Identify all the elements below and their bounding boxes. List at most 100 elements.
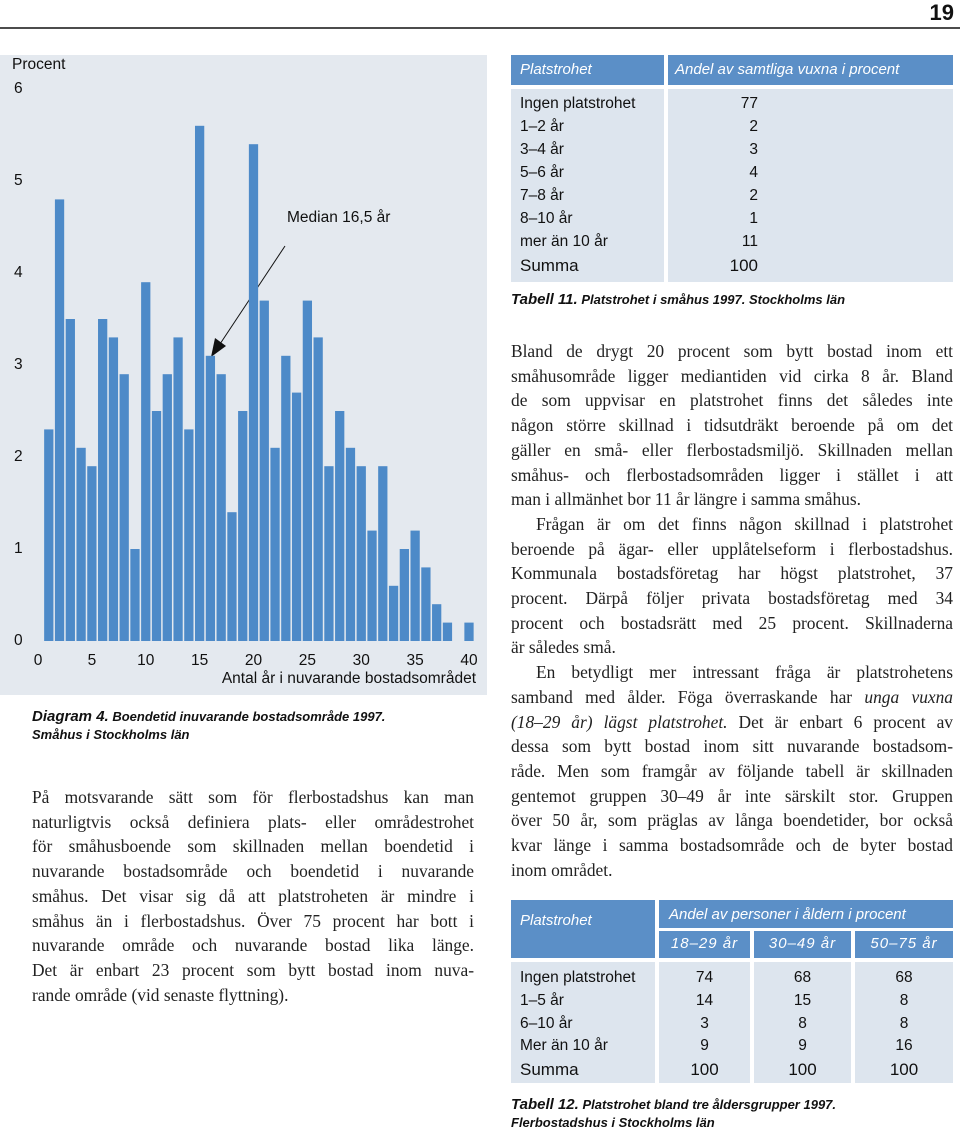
- text-span: beroende på ägar- eller upplåtelseform i…: [511, 538, 953, 559]
- text-span: procent och bostadsrätt med 25 procent. …: [511, 612, 953, 633]
- caption-line: Flerbostadshus i Stockholms län: [511, 1114, 836, 1132]
- row-value: 8: [899, 991, 909, 1009]
- row-value: 9: [700, 1037, 709, 1055]
- text-span: är således små.: [511, 637, 616, 658]
- text-line: råde. Men som framgår av följande tabell…: [511, 759, 953, 784]
- bar: [291, 392, 302, 641]
- row-value: 100: [788, 1060, 817, 1080]
- bar: [119, 374, 129, 641]
- row-label: mer än 10 år: [520, 233, 608, 250]
- bar: [324, 466, 334, 641]
- text-column: Bland de drygt 20 procent som bytt bosta…: [511, 339, 953, 882]
- body-cell: [511, 89, 664, 282]
- y-tick-label: 6: [14, 80, 23, 97]
- row-value: 15: [793, 991, 812, 1009]
- bar: [388, 585, 399, 641]
- text-span: råde. Men som framgår av följande tabell…: [511, 760, 953, 781]
- caption-text: Boendetid inuvarande bostadsområde 1997.: [112, 709, 386, 724]
- page-number: 19: [929, 0, 954, 25]
- caption-line: Diagram 4. Boendetid inuvarande bostadso…: [32, 708, 385, 726]
- caption-label: Diagram 4.: [32, 708, 109, 725]
- x-tick-label: 15: [191, 652, 208, 669]
- row-label: Summa: [520, 1060, 579, 1080]
- bar: [98, 319, 108, 641]
- bar: [442, 622, 453, 641]
- bar: [173, 337, 183, 641]
- row-value: 100: [729, 256, 758, 275]
- bar: [335, 411, 345, 641]
- row-label: 8–10 år: [520, 210, 573, 227]
- bar: [162, 374, 172, 641]
- y-tick-label: 3: [14, 356, 23, 373]
- text-line: gäller en små- eller flerbostadsmiljö. S…: [511, 438, 953, 463]
- text-column: På motsvarande sätt som för flerbostadsh…: [32, 785, 474, 1007]
- text-span: nuvarande bostadsområde och boendetid i …: [32, 861, 474, 882]
- text-span: småhus än i flerbostadshus. Över 75 proc…: [32, 910, 474, 931]
- row-value: 2: [749, 118, 758, 135]
- text-span: för småhusboende som skillnaden mellan b…: [32, 836, 474, 857]
- row-value: 68: [895, 969, 913, 986]
- y-tick-label: 4: [14, 264, 23, 281]
- text-line: inom området.: [511, 858, 953, 883]
- row-label: 6–10 år: [520, 1014, 573, 1032]
- text-line: Bland de drygt 20 procent som bytt bosta…: [511, 339, 953, 364]
- text-line: småhus- och flerbostadsområden ligger i …: [511, 463, 953, 488]
- y-tick-label: 5: [14, 172, 23, 189]
- bar: [356, 466, 366, 641]
- text-line: Frågan är om det finns någon skillnad i …: [511, 512, 953, 537]
- bar: [464, 622, 474, 641]
- row-value: 100: [889, 1060, 919, 1080]
- bar: [65, 319, 75, 641]
- bar: [367, 530, 377, 641]
- x-tick-label: 10: [137, 652, 155, 669]
- row-label: 7–8 år: [520, 187, 564, 204]
- caption: Diagram 4. Boendetid inuvarande bostadso…: [32, 708, 385, 744]
- row-label: Summa: [520, 256, 579, 275]
- text-line: samband med ålder. Föga överraskande har…: [511, 685, 953, 710]
- text-span: Frågan är om det finns någon skillnad i …: [536, 513, 953, 534]
- header-text: Andel av personer i åldern i procent: [669, 906, 906, 923]
- text-line: för småhusboende som skillnaden mellan b…: [32, 834, 474, 859]
- bar: [378, 466, 388, 641]
- bar: [44, 429, 54, 641]
- text-line: över 50 år, som präglas av långa boendet…: [511, 808, 953, 833]
- header-cell: [754, 931, 851, 958]
- bar: [259, 300, 269, 641]
- bar: [184, 429, 194, 641]
- text-span: någon större skillnad i tidsutdräkt bero…: [511, 415, 953, 436]
- bar: [151, 411, 162, 641]
- text-line: småhus än i flerbostadshus. Över 75 proc…: [32, 909, 474, 934]
- header-cell: [511, 900, 655, 958]
- bar: [432, 604, 442, 641]
- caption: Tabell 11. Platstrohet i småhus 1997. St…: [511, 291, 845, 309]
- header-cell: [659, 900, 953, 928]
- bar: [248, 144, 259, 641]
- arrow-head: [211, 338, 226, 357]
- x-tick-label: 0: [34, 652, 43, 669]
- row-value: 2: [749, 187, 758, 204]
- x-tick-label: 20: [245, 652, 263, 669]
- text-line: de som uppvisar en platstrohet finns det…: [511, 388, 953, 413]
- text-line: Kommunala bostadsföretag har högst plats…: [511, 561, 953, 586]
- text-span: kvar länge i samma bostadsområde och de …: [511, 835, 953, 856]
- caption: Tabell 12. Platstrohet bland tre åldersg…: [511, 1096, 836, 1132]
- text-line: dessa som bytt bostad inom sitt nuvarand…: [511, 734, 953, 759]
- text-line: (18–29 år) lägst platstrohet. Det är enb…: [511, 710, 953, 735]
- bar: [194, 125, 205, 642]
- text-line: nuvarande område och nuvarande bostad li…: [32, 933, 474, 958]
- bar: [108, 337, 119, 641]
- row-value: 4: [749, 164, 758, 181]
- bar: [216, 374, 226, 641]
- text-span: gentemot gruppen 30–49 år inte särskilt …: [511, 785, 953, 806]
- text-line: kvar länge i samma bostadsområde och de …: [511, 833, 953, 858]
- text-span: nuvarande område och nuvarande bostad li…: [32, 935, 474, 956]
- emphasis: unga vuxna: [864, 686, 953, 707]
- bar: [302, 300, 313, 641]
- text-span: småhus. Det visar sig då att platstrohet…: [32, 885, 474, 906]
- header-cell: [659, 931, 750, 958]
- bar: [399, 549, 409, 641]
- bar: [205, 355, 216, 641]
- row-value: 9: [798, 1037, 807, 1055]
- row-label: 1–2 år: [520, 118, 564, 135]
